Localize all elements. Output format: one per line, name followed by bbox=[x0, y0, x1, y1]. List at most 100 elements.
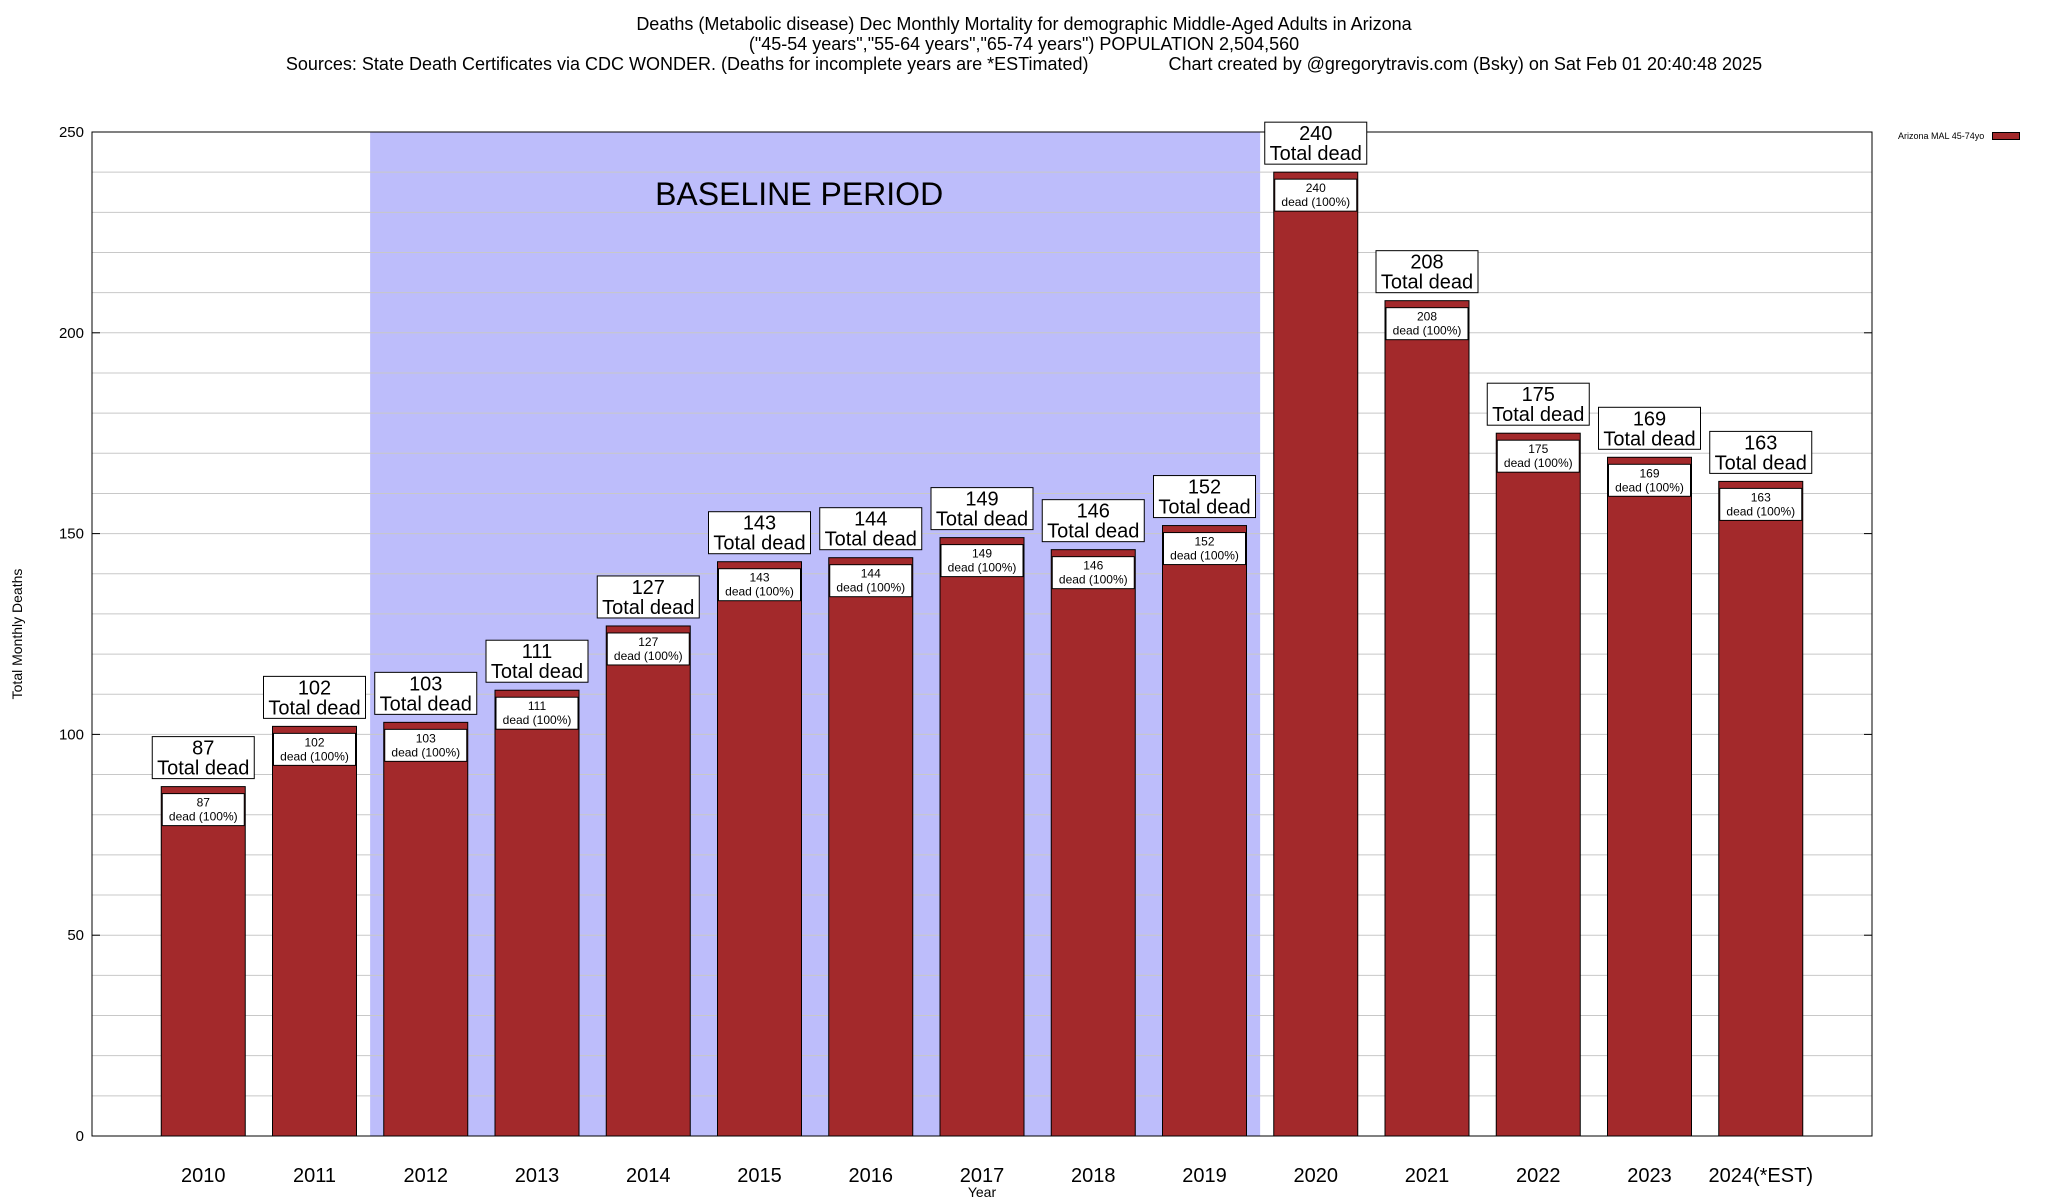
bar-inner-label-value: 103 bbox=[416, 731, 436, 745]
bar-total-label-suffix: Total dead bbox=[1715, 452, 1807, 474]
chart-title-line-2: ("45-54 years","55-64 years","65-74 year… bbox=[748, 34, 1300, 54]
bar-inner-label-value: 208 bbox=[1417, 310, 1437, 324]
bar-total-label-value: 144 bbox=[854, 509, 887, 531]
chart-title-line-3: Sources: State Death Certificates via CD… bbox=[285, 54, 1763, 74]
bar-inner-label-box bbox=[606, 632, 690, 666]
x-axis-label: Year bbox=[968, 1184, 997, 1200]
bar-total-label-suffix: Total dead bbox=[602, 597, 694, 619]
bar-inner-label-box bbox=[495, 696, 579, 730]
bar bbox=[1607, 456, 1692, 1137]
bar-total-label-suffix: Total dead bbox=[157, 758, 249, 780]
bar-total-label-suffix: Total dead bbox=[1158, 497, 1250, 519]
bar bbox=[1384, 300, 1470, 1137]
bar-inner-label-suffix: dead (100%) bbox=[503, 713, 572, 727]
bar-inner-label-box bbox=[1496, 439, 1580, 473]
bar-total-label-suffix: Total dead bbox=[713, 533, 805, 555]
bar-total-label-suffix: Total dead bbox=[825, 529, 917, 551]
bar-inner-label-box bbox=[1608, 463, 1691, 497]
bar-total-label-box bbox=[1041, 499, 1145, 543]
bar-total-label-value: 149 bbox=[965, 489, 998, 511]
bar-inner-label-value: 144 bbox=[861, 567, 881, 581]
bar-inner-label-value: 149 bbox=[972, 547, 992, 561]
bar-total-label-box bbox=[819, 507, 923, 551]
bar-total-label-suffix: Total dead bbox=[1603, 428, 1695, 450]
bar-total-label-box bbox=[1153, 475, 1256, 519]
y-tick-label: 200 bbox=[59, 325, 84, 342]
bar bbox=[494, 689, 580, 1137]
bar-inner-label-suffix: dead (100%) bbox=[1615, 480, 1684, 494]
x-tick-label: 2024(*EST) bbox=[1709, 1165, 1814, 1187]
bar bbox=[1718, 480, 1804, 1137]
y-tick-label: 150 bbox=[59, 526, 84, 543]
bar-inner-label-box bbox=[384, 728, 468, 762]
bar-total-label-box bbox=[1709, 430, 1813, 474]
bar-inner-label-value: 175 bbox=[1528, 442, 1548, 456]
y-tick-label: 100 bbox=[59, 726, 84, 743]
bar-total-label-box bbox=[930, 487, 1034, 531]
bar bbox=[383, 721, 469, 1137]
bar-inner-label-box bbox=[1051, 556, 1135, 590]
bar-total-label-box bbox=[1264, 121, 1368, 165]
bar bbox=[939, 537, 1025, 1137]
bar-total-label-suffix: Total dead bbox=[268, 697, 360, 719]
x-tick-label: 2010 bbox=[181, 1165, 226, 1187]
bar-total-label-value: 103 bbox=[409, 673, 442, 695]
chart-title-line-1: Deaths (Metabolic disease) Dec Monthly M… bbox=[636, 14, 1412, 34]
bar-inner-label-box bbox=[718, 568, 801, 602]
bar-inner-label-suffix: dead (100%) bbox=[1393, 324, 1462, 338]
bar-inner-label-box bbox=[940, 544, 1024, 578]
bar-inner-label-box bbox=[161, 793, 245, 827]
legend: Arizona MAL 45-74yo bbox=[1898, 131, 2021, 141]
bar-total-label-value: 111 bbox=[522, 641, 552, 663]
bar-inner-label-box bbox=[273, 732, 356, 766]
bar-total-label-value: 146 bbox=[1077, 501, 1110, 523]
bar-inner-label-suffix: dead (100%) bbox=[725, 585, 794, 599]
bar-inner-label-suffix: dead (100%) bbox=[1059, 573, 1128, 587]
bar-total-label-box bbox=[263, 675, 366, 719]
bar-total-label-value: 175 bbox=[1522, 384, 1555, 406]
bar-inner-label-suffix: dead (100%) bbox=[169, 810, 238, 824]
bar-total-label-suffix: Total dead bbox=[936, 509, 1028, 531]
bar-inner-label-value: 146 bbox=[1083, 559, 1103, 573]
bar bbox=[1273, 171, 1359, 1137]
bar-total-label-value: 143 bbox=[743, 513, 776, 535]
x-tick-label: 2011 bbox=[293, 1165, 336, 1187]
bar-inner-label-box bbox=[1719, 487, 1803, 521]
bar-total-label-value: 102 bbox=[298, 677, 331, 699]
bar-total-label-box bbox=[596, 575, 700, 619]
legend-label: Arizona MAL 45-74yo bbox=[1898, 131, 1985, 141]
bar-total-label-box bbox=[1375, 250, 1479, 294]
bar bbox=[1495, 432, 1581, 1137]
bar-inner-label-suffix: dead (100%) bbox=[1726, 504, 1795, 518]
bar-total-label-box bbox=[708, 511, 811, 555]
bar-total-label-box bbox=[151, 736, 255, 780]
bar bbox=[605, 625, 691, 1137]
x-tick-label: 2014 bbox=[626, 1165, 671, 1187]
bar bbox=[1050, 549, 1136, 1137]
bar-inner-label-suffix: dead (100%) bbox=[1504, 456, 1573, 470]
x-tick-label: 2015 bbox=[737, 1165, 782, 1187]
bar-total-label-value: 240 bbox=[1299, 123, 1332, 145]
bar bbox=[828, 557, 914, 1137]
bar-total-label-suffix: Total dead bbox=[1047, 521, 1139, 543]
bar-total-label-value: 163 bbox=[1744, 432, 1777, 454]
bar bbox=[717, 561, 802, 1137]
x-tick-label: 2018 bbox=[1071, 1165, 1116, 1187]
bar-total-label-value: 87 bbox=[192, 738, 214, 760]
bar-inner-label-value: 111 bbox=[528, 699, 547, 713]
bar-total-label-suffix: Total dead bbox=[491, 661, 583, 683]
x-tick-label: 2017 bbox=[960, 1165, 1005, 1187]
bar bbox=[160, 786, 246, 1137]
bar-inner-label-suffix: dead (100%) bbox=[1170, 549, 1239, 563]
bar-inner-label-value: 169 bbox=[1639, 466, 1659, 480]
x-tick-label: 2019 bbox=[1182, 1165, 1227, 1187]
legend-swatch bbox=[1992, 132, 2021, 140]
bar-total-label-suffix: Total dead bbox=[1381, 272, 1473, 294]
bar-inner-label-suffix: dead (100%) bbox=[836, 581, 905, 595]
x-tick-label: 2012 bbox=[404, 1165, 449, 1187]
bar-total-label-value: 127 bbox=[632, 577, 665, 599]
bar-inner-label-box bbox=[1385, 307, 1469, 341]
bar-total-label-value: 169 bbox=[1633, 408, 1666, 430]
bar bbox=[1162, 525, 1247, 1137]
